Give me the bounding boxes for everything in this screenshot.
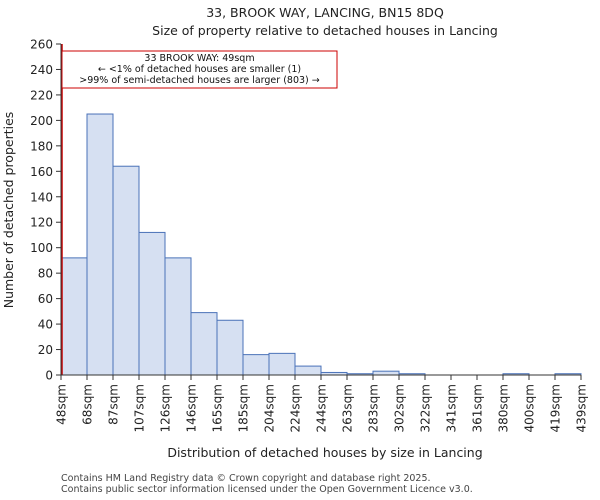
x-tick-label-48sqm: 48sqm: [55, 384, 69, 425]
x-tick-label-185sqm: 185sqm: [237, 384, 251, 432]
bar-146sqm: [190, 312, 218, 376]
y-tick-label-260: 260: [30, 38, 53, 52]
annotation-line-3: >99% of semi-detached houses are larger …: [79, 75, 320, 86]
footer-copyright: Contains HM Land Registry data © Crown c…: [61, 473, 431, 484]
x-tick-label-439sqm: 439sqm: [575, 384, 589, 432]
x-tick-label-263sqm: 263sqm: [341, 384, 355, 432]
y-axis-ticks: 0 20 40 60 80 100 120 140 160 180 200 220 240 260: [30, 38, 61, 383]
y-axis-label: Number of detached properties: [1, 112, 16, 309]
x-tick-label-283sqm: 283sqm: [367, 384, 381, 432]
bar-87sqm: [112, 165, 140, 376]
x-tick-label-224sqm: 224sqm: [289, 384, 303, 432]
bar-283sqm: [372, 370, 400, 376]
x-tick-label-400sqm: 400sqm: [523, 384, 537, 432]
bar-165sqm: [216, 319, 244, 376]
x-tick-label-322sqm: 322sqm: [419, 384, 433, 432]
y-tick-label-160: 160: [30, 165, 53, 179]
y-tick-label-180: 180: [30, 139, 53, 153]
y-tick-label-0: 0: [45, 369, 53, 383]
x-axis-label: Distribution of detached houses by size …: [167, 445, 482, 460]
bar-68sqm: [86, 113, 114, 376]
x-tick-label-361sqm: 361sqm: [471, 384, 485, 432]
x-tick-label-380sqm: 380sqm: [497, 384, 511, 432]
x-tick-label-68sqm: 68sqm: [81, 384, 95, 425]
x-axis-ticks: 48sqm 68sqm 87sqm 107sqm 126sqm 146sqm 165sqm 1…: [55, 375, 589, 432]
bar-107sqm: [138, 231, 166, 376]
annotation-line-1: 33 BROOK WAY: 49sqm: [144, 53, 254, 64]
chart-subtitle: Size of property relative to detached ho…: [152, 23, 498, 38]
bar-126sqm: [164, 257, 192, 376]
x-tick-label-146sqm: 146sqm: [185, 384, 199, 432]
bars-group: [60, 113, 582, 376]
bar-185sqm: [242, 354, 270, 376]
x-tick-label-204sqm: 204sqm: [263, 384, 277, 432]
x-tick-label-107sqm: 107sqm: [133, 384, 147, 432]
y-tick-label-120: 120: [30, 216, 53, 230]
x-tick-label-126sqm: 126sqm: [159, 384, 173, 432]
y-tick-label-60: 60: [38, 292, 53, 306]
footer-licence: Contains public sector information licen…: [61, 484, 473, 495]
y-tick-label-80: 80: [38, 267, 53, 281]
y-tick-label-20: 20: [38, 343, 53, 357]
annotation-line-2: ← <1% of detached houses are smaller (1): [98, 64, 301, 75]
x-tick-label-244sqm: 244sqm: [315, 384, 329, 432]
y-tick-label-140: 140: [30, 190, 53, 204]
x-tick-label-165sqm: 165sqm: [211, 384, 225, 432]
x-tick-label-341sqm: 341sqm: [445, 384, 459, 432]
x-tick-label-419sqm: 419sqm: [549, 384, 563, 432]
bar-204sqm: [268, 352, 296, 376]
x-tick-label-87sqm: 87sqm: [107, 384, 121, 425]
x-tick-label-302sqm: 302sqm: [393, 384, 407, 432]
y-tick-label-220: 220: [30, 88, 53, 102]
chart-title: 33, BROOK WAY, LANCING, BN15 8DQ: [206, 5, 444, 20]
y-tick-label-200: 200: [30, 114, 53, 128]
bar-224sqm: [294, 365, 322, 376]
annotation-box: [61, 50, 338, 89]
bar-48sqm: [60, 257, 88, 376]
y-tick-label-40: 40: [38, 318, 53, 332]
y-tick-label-100: 100: [30, 241, 53, 255]
y-tick-label-240: 240: [30, 63, 53, 77]
